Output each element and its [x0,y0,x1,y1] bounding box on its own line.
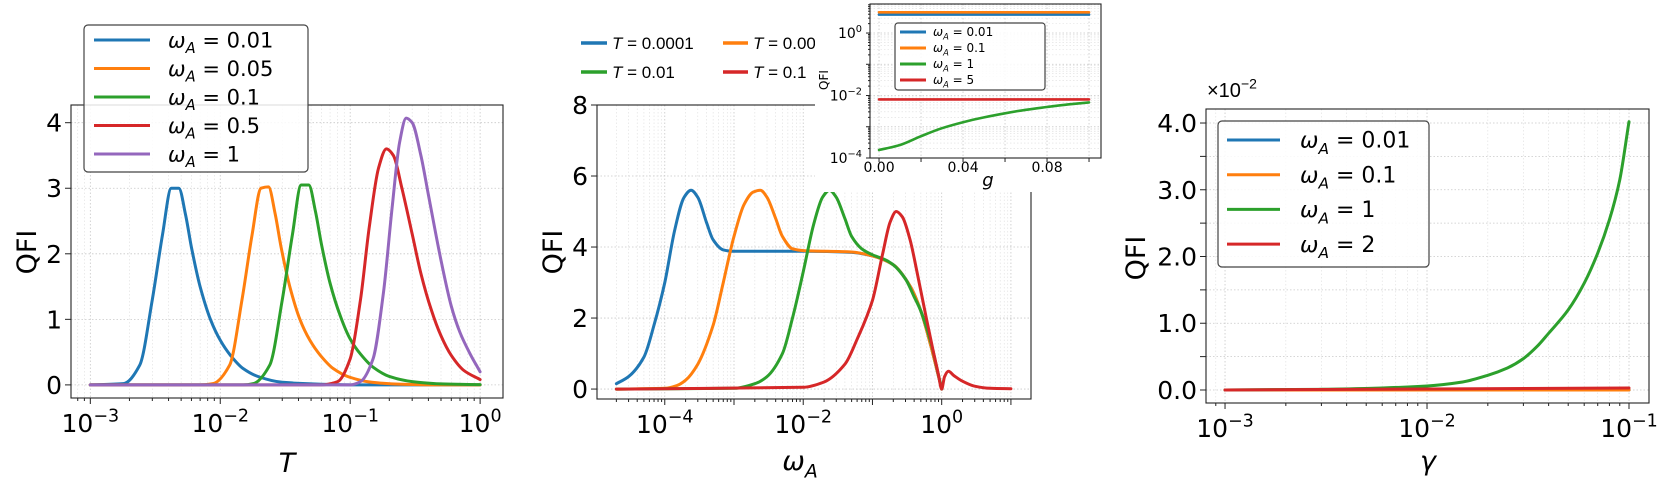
series-group [1223,120,1631,392]
legend-label-3: ωA = 1 [1300,198,1375,227]
y-tick-label: 1 [46,305,62,334]
y-tick-label: 3.0 [1157,176,1197,205]
y-tick-label: 10−4 [830,149,862,167]
legend-label-4: ωA = 5 [933,73,974,89]
series-line-4 [614,210,1013,391]
x-tick-label: 10−2 [774,408,832,440]
legend-label-1: ωA = 0.01 [1300,129,1410,158]
y-axis-label: QFI [1121,236,1152,281]
legend-label-3: ωA = 0.1 [168,85,260,114]
x-tick-label: 10−2 [1398,412,1456,444]
series-line-3 [877,101,1091,152]
legend-label-1: ωA = 0.01 [933,25,993,41]
legend-frame [894,22,1046,91]
x-axis-label: ωA [782,446,818,483]
x-tick-label: 0.04 [947,160,978,176]
legend-label-3: ωA = 1 [933,57,974,73]
legend-label-1: ωA = 0.01 [168,28,273,57]
x-tick-label: 100 [920,408,963,440]
y-axis-label: QFI [12,230,43,275]
y-tick-label: 4.0 [1157,109,1197,138]
legend-label-4: ωA = 2 [1300,233,1375,262]
x-tick-label: 10−2 [191,407,249,439]
legend: T = 0.0001 T = 0.001 T = 0.01 T = 0.1 [581,34,825,82]
x-tick-label: 10−1 [321,407,379,439]
y-tick-label: 1.0 [1157,309,1197,338]
y-tick-label: 2 [46,240,62,269]
axes-frame [1205,108,1650,404]
y-tick-label: 0 [572,375,588,404]
y-tick-label: 0 [46,371,62,400]
legend-label-1: T = 0.0001 [612,34,694,53]
series-line-3 [88,183,482,387]
series-line-3 [1223,120,1631,392]
y-tick-label: 2.0 [1157,243,1197,272]
y-tick-label: 2 [572,304,588,333]
series-group [877,10,1091,152]
y-tick-label: 4 [46,109,62,138]
series-line-2 [88,185,482,387]
series-group [88,116,482,387]
legend-frame [83,24,309,173]
legend-frame [1217,120,1430,268]
legend-label-2: T = 0.001 [753,34,825,53]
x-tick-label: 10−4 [636,408,694,440]
x-axis-label: T [279,448,298,479]
x-tick-label: 0.08 [1031,160,1062,176]
series-line-4 [88,147,482,387]
legend-label-4: T = 0.1 [753,63,806,82]
y-tick-label: 4 [572,233,588,262]
x-tick-label: 10−3 [62,407,120,439]
y-tick-label: 8 [572,91,588,120]
y-tick-label: 3 [46,174,62,203]
x-tick-label: 100 [459,407,502,439]
series-line-5 [88,116,482,387]
y-tick-label: 6 [572,162,588,191]
y-tick-label: 100 [838,24,862,42]
y-tick-label: 0.0 [1157,376,1197,405]
x-tick-label: 10−3 [1196,412,1254,444]
legend-label-2: ωA = 0.1 [933,41,986,57]
legend-label-4: ωA = 0.5 [168,114,260,143]
legend-label-3: T = 0.01 [612,63,675,82]
legend-label-2: ωA = 0.1 [1300,163,1396,192]
y-tick-label: 10−2 [830,87,862,105]
x-tick-label: 10−1 [1600,412,1658,444]
axes-frame [596,104,1032,400]
series-line-3 [614,188,944,391]
y-axis-label: QFI [817,70,831,90]
x-tick-label: 0.00 [863,160,894,176]
legend-label-2: ωA = 0.05 [168,57,273,86]
series-group [614,188,1013,391]
legend: ωA = 0.01 ωA = 0.1 ωA = 1 ωA = 2 [1217,120,1430,268]
axes-frame [869,3,1102,159]
y-offset-text: ×10−2 [1207,76,1257,102]
x-axis-label: γ [1420,446,1438,477]
y-axis-label: QFI [538,230,569,275]
x-axis-label: g [982,170,993,191]
series-line-1 [88,186,482,387]
series-line-4 [1223,386,1631,392]
legend-label-5: ωA = 1 [168,142,240,171]
